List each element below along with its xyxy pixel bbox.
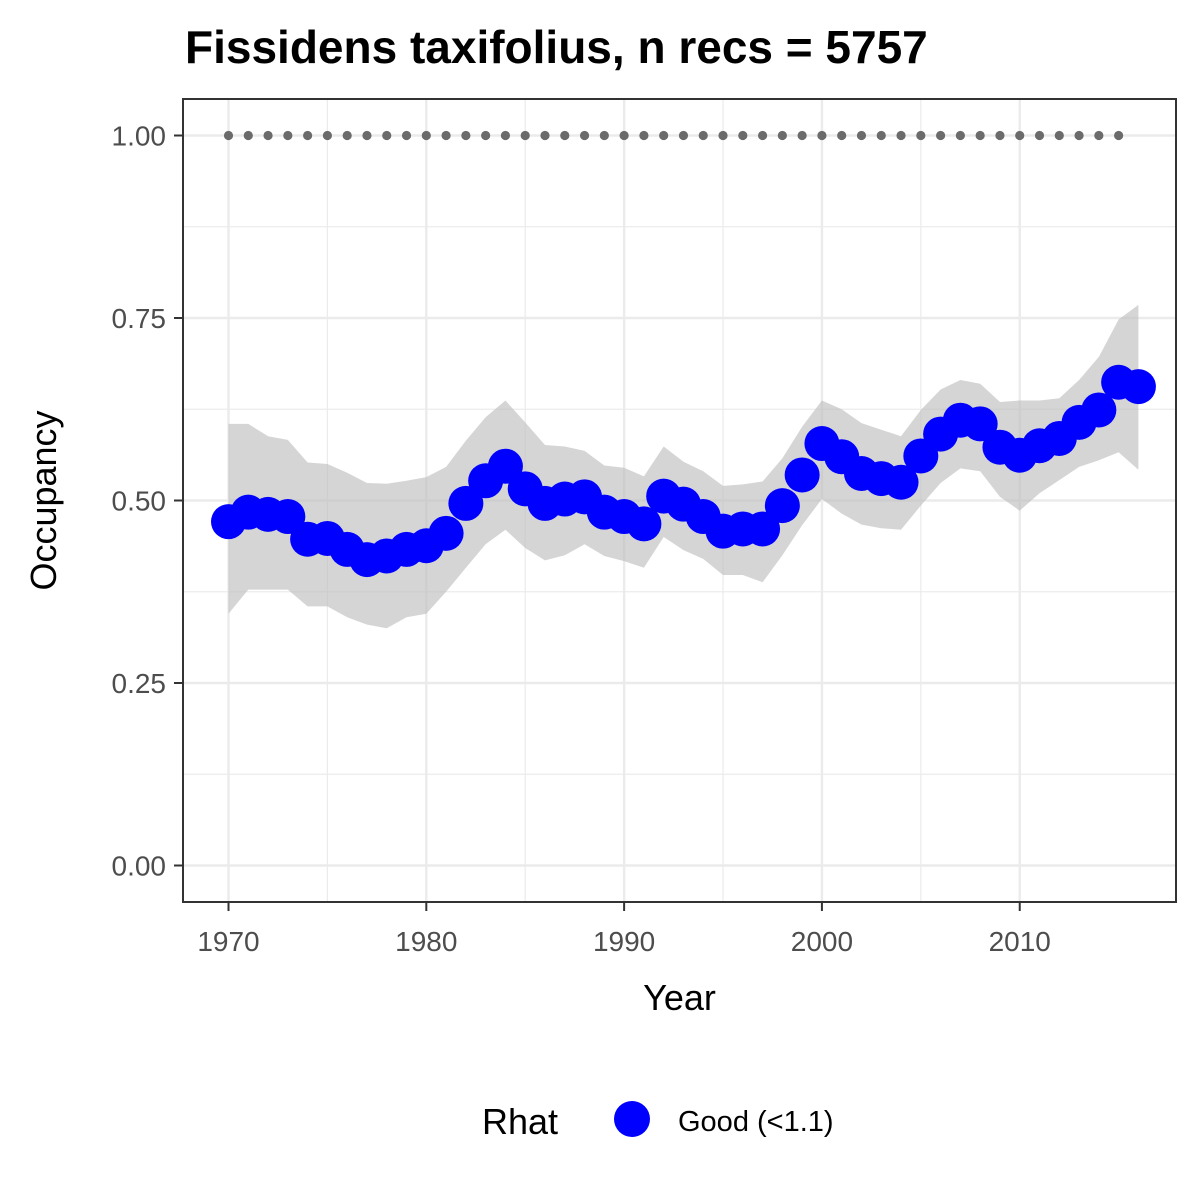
reference-dot [421, 130, 431, 141]
chart-title: Fissidens taxifolius, n recs = 5757 [185, 21, 928, 73]
reference-dot [540, 130, 550, 141]
reference-dot [817, 130, 827, 141]
reference-dot [303, 130, 313, 141]
reference-dot [738, 130, 748, 141]
reference-dot [678, 130, 689, 141]
y-axis: 0.00 0.25 0.50 0.75 1.00 [112, 121, 183, 882]
x-tick-label: 2000 [791, 926, 853, 957]
reference-dot [837, 130, 847, 141]
reference-dot [1034, 130, 1045, 141]
legend-title: Rhat [482, 1101, 558, 1142]
reference-dot [322, 130, 333, 141]
reference-dot [560, 130, 570, 141]
occupancy-point [764, 488, 800, 524]
reference-dot [797, 130, 807, 141]
occupancy-point [883, 464, 919, 500]
reference-dot [1074, 130, 1084, 141]
reference-dot [362, 130, 372, 141]
reference-dot [1094, 130, 1104, 141]
reference-dot [995, 130, 1005, 141]
reference-dot [955, 130, 965, 141]
reference-dot [263, 130, 273, 141]
reference-dot [520, 130, 530, 141]
occupancy-point [1081, 392, 1117, 428]
reference-dot [659, 130, 669, 141]
x-tick-label: 2010 [989, 926, 1051, 957]
occupancy-point [487, 448, 523, 484]
reference-dot [698, 130, 708, 141]
x-axis-title: Year [643, 977, 716, 1018]
reference-dot [975, 130, 985, 141]
reference-dot [619, 130, 629, 141]
reference-dot [876, 130, 886, 141]
legend-key-good [614, 1101, 650, 1137]
y-axis-title: Occupancy [23, 410, 64, 590]
reference-dot [896, 130, 906, 141]
reference-dot [401, 130, 412, 141]
reference-dot [916, 130, 926, 141]
x-tick-label: 1990 [593, 926, 655, 957]
reference-dot [441, 130, 451, 141]
reference-dot [777, 130, 787, 141]
reference-dot [500, 130, 511, 141]
reference-dot [599, 130, 609, 141]
reference-dot [639, 130, 649, 141]
reference-dot [1054, 130, 1064, 141]
reference-dot [481, 130, 491, 141]
reference-dot [283, 130, 293, 141]
occupancy-point [962, 406, 998, 442]
reference-dot [243, 130, 253, 141]
occupancy-point [448, 485, 484, 521]
occupancy-point [270, 499, 306, 535]
x-tick-label: 1980 [395, 926, 457, 957]
legend-label-good: Good (<1.1) [678, 1106, 834, 1138]
y-tick-label: 0.25 [112, 668, 167, 699]
y-tick-label: 0.00 [112, 851, 167, 882]
reference-dot [342, 130, 352, 141]
reference-dot [1015, 130, 1025, 141]
occupancy-point [1120, 369, 1156, 405]
occupancy-points [210, 364, 1156, 578]
occupancy-point [745, 511, 781, 547]
x-tick-label: 1970 [197, 926, 259, 957]
y-tick-label: 0.50 [112, 486, 167, 517]
reference-dot [856, 130, 867, 141]
legend: Rhat Good (<1.1) [482, 1101, 834, 1142]
reference-dot [1114, 130, 1124, 141]
reference-dot [223, 130, 234, 141]
plot-panel [182, 98, 1177, 903]
y-tick-label: 1.00 [112, 121, 167, 152]
reference-dot [382, 130, 392, 141]
occupancy-point [428, 515, 464, 551]
reference-dots [223, 130, 1124, 141]
reference-dot [461, 130, 471, 141]
y-tick-label: 0.75 [112, 303, 167, 334]
reference-dot [936, 130, 946, 141]
reference-dot [757, 130, 768, 141]
reference-dot [718, 130, 728, 141]
occupancy-point [784, 457, 820, 493]
reference-dot [579, 130, 590, 141]
x-axis: 1970 1980 1990 2000 2010 [197, 902, 1051, 957]
occupancy-point [626, 506, 662, 542]
